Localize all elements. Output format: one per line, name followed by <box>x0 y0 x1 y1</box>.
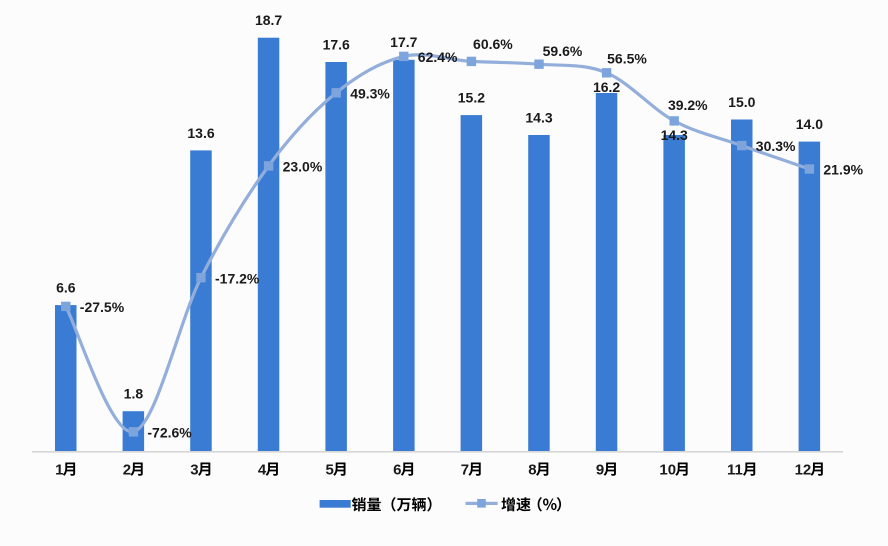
svg-text:1: 1 <box>55 462 63 479</box>
svg-text:17.7: 17.7 <box>390 34 417 50</box>
svg-text:16.2: 16.2 <box>593 79 620 95</box>
svg-text:5: 5 <box>326 462 334 479</box>
svg-text:15.2: 15.2 <box>458 90 485 106</box>
svg-text:18.7: 18.7 <box>255 12 282 28</box>
svg-text:56.5%: 56.5% <box>607 51 647 67</box>
svg-text:39.2%: 39.2% <box>668 97 708 113</box>
svg-text:8: 8 <box>528 462 536 479</box>
svg-text:14.0: 14.0 <box>796 116 823 132</box>
svg-text:14.3: 14.3 <box>525 109 552 125</box>
svg-text:9: 9 <box>596 462 604 479</box>
svg-text:15.0: 15.0 <box>728 94 755 110</box>
svg-text:6: 6 <box>393 462 401 479</box>
svg-text:2: 2 <box>123 462 131 479</box>
svg-text:11: 11 <box>727 462 743 479</box>
svg-text:-72.6%: -72.6% <box>147 424 192 440</box>
svg-text:17.6: 17.6 <box>323 36 350 52</box>
svg-text:4: 4 <box>258 462 267 479</box>
svg-text:10: 10 <box>659 462 676 479</box>
svg-text:23.0%: 23.0% <box>283 159 323 175</box>
svg-text:49.3%: 49.3% <box>350 85 390 101</box>
svg-text:3: 3 <box>190 462 198 479</box>
svg-text:59.6%: 59.6% <box>543 43 583 59</box>
svg-text:30.3%: 30.3% <box>756 138 796 154</box>
svg-text:-17.2%: -17.2% <box>215 270 260 286</box>
svg-text:13.6: 13.6 <box>187 125 214 141</box>
svg-text:7: 7 <box>461 462 469 479</box>
svg-text:62.4%: 62.4% <box>418 49 458 65</box>
svg-text:12: 12 <box>795 462 812 479</box>
svg-text:6.6: 6.6 <box>56 280 76 296</box>
svg-text:21.9%: 21.9% <box>823 162 863 178</box>
svg-text:-27.5%: -27.5% <box>80 299 125 315</box>
svg-text:14.3: 14.3 <box>661 127 688 143</box>
svg-text:60.6%: 60.6% <box>473 36 513 52</box>
svg-text:1.8: 1.8 <box>124 386 144 402</box>
